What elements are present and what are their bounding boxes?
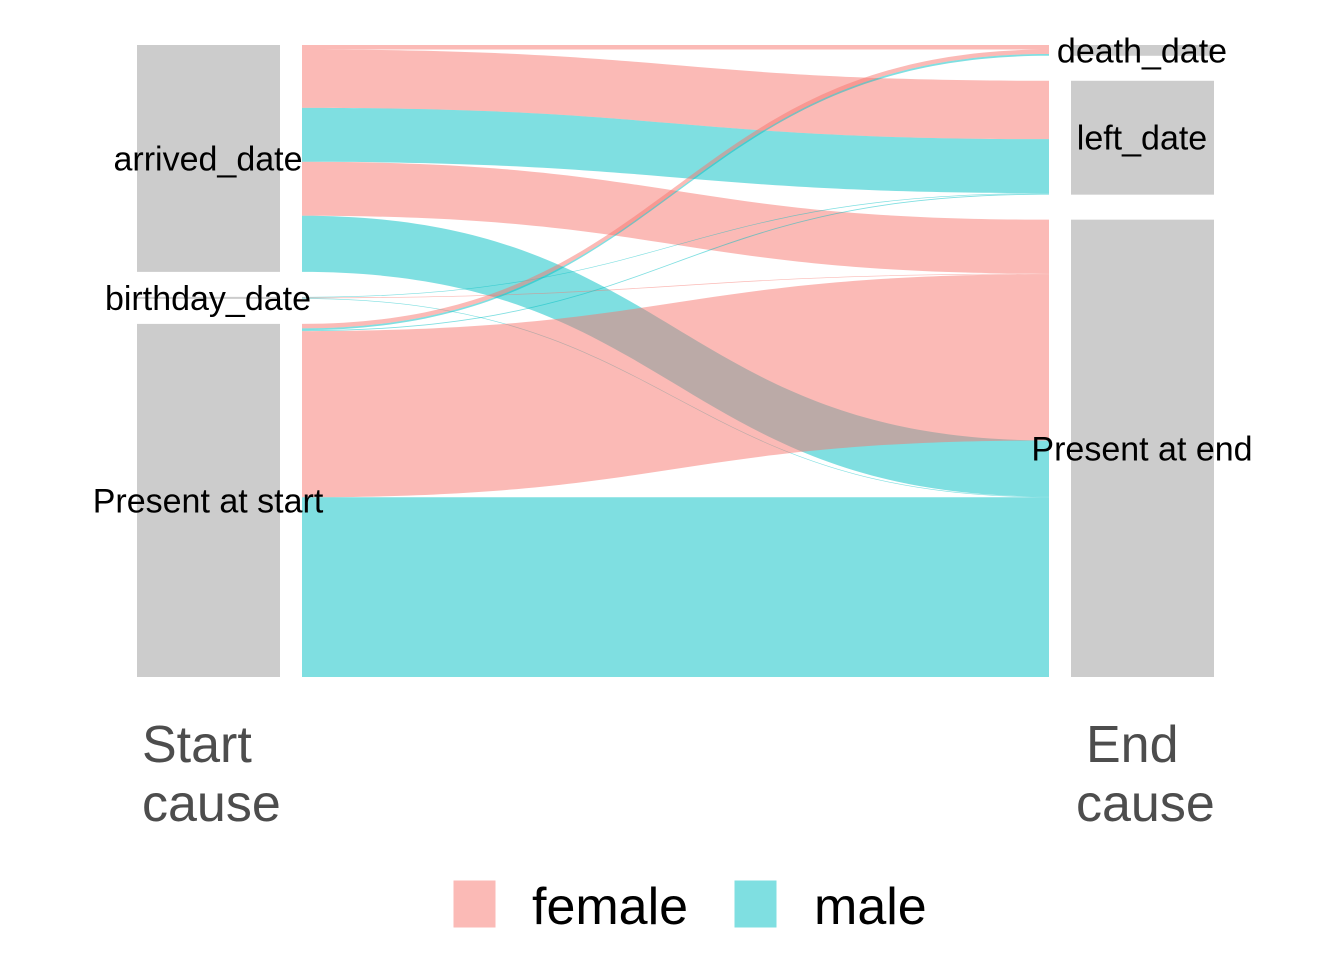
stratum-arrived-date — [137, 45, 280, 272]
stratum-label-birthday-date: birthday_date — [105, 280, 311, 318]
stratum-label-present-at-start: Present at start — [93, 482, 324, 520]
legend-key-female — [452, 879, 497, 929]
stratum-present-at-start — [137, 323, 280, 677]
axis-label-start-line1: Start — [142, 716, 252, 774]
strata-layer — [137, 45, 1214, 678]
flow-present-at-start-to-left-date-male — [302, 193, 1049, 332]
flow-arrived-date-to-present-at-end-female — [302, 161, 1049, 274]
flow-present-at-start-to-death-date-male — [302, 53, 1049, 331]
stratum-present-at-end — [1071, 219, 1214, 678]
stratum-label-death-date: death_date — [1057, 32, 1227, 70]
axis-label-end-line1: End — [1086, 716, 1179, 774]
axis-label-end: End cause — [1076, 716, 1215, 833]
stratum-birthday-date — [137, 296, 280, 299]
legend-label-female: female — [532, 878, 688, 936]
stratum-label-present-at-end: Present at end — [1031, 430, 1252, 468]
flow-arrived-date-to-left-date-male — [302, 107, 1049, 194]
stratum-death-date — [1071, 45, 1214, 56]
flow-arrived-date-to-left-date-female — [302, 49, 1049, 140]
flow-present-at-start-to-death-date-female — [302, 49, 1049, 329]
flow-birthday-date-to-left-date-male — [302, 193, 1049, 298]
axis-label-start-line2: cause — [142, 775, 281, 833]
stratum-labels-layer: arrived_date birthday_date Present at star… — [93, 32, 1253, 520]
flow-present-at-start-to-present-at-end-male — [302, 497, 1049, 677]
legend: female male — [452, 878, 927, 936]
legend-key-male — [733, 879, 778, 929]
flow-birthday-date-to-present-at-end-female — [302, 273, 1049, 299]
stratum-left-date — [1071, 80, 1214, 195]
flow-present-at-start-to-present-at-end-female — [302, 274, 1049, 498]
flows-layer — [302, 45, 1049, 677]
axis-label-start: Start cause — [142, 716, 281, 833]
legend-label-male: male — [814, 878, 927, 936]
flow-arrived-date-to-death-date-female — [302, 45, 1049, 50]
stratum-label-arrived-date: arrived_date — [113, 140, 302, 178]
axis-label-end-line2: cause — [1076, 775, 1215, 833]
stratum-label-left-date: left_date — [1077, 120, 1207, 158]
